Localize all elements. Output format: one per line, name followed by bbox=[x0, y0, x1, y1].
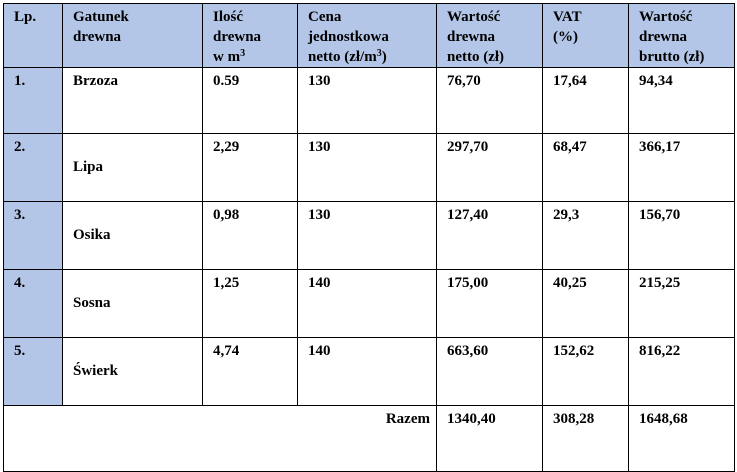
cell-netto: 175,00 bbox=[436, 269, 543, 338]
cell-brutto: 94,34 bbox=[628, 67, 735, 134]
cell-ilosc: 0.59 bbox=[202, 67, 298, 134]
total-row: Razem 1340,40 308,28 1648,68 bbox=[3, 405, 735, 472]
cell-vat: 40,25 bbox=[542, 269, 629, 338]
cell-vat: 29,3 bbox=[542, 201, 629, 270]
table-row: 4. Sosna 1,25 140 175,00 40,25 215,25 bbox=[3, 269, 735, 338]
table-row: 1. Brzoza 0.59 130 76,70 17,64 94,34 bbox=[3, 67, 735, 134]
total-netto: 1340,40 bbox=[436, 405, 543, 472]
header-vat: VAT (%) bbox=[542, 3, 629, 68]
total-vat: 308,28 bbox=[542, 405, 629, 472]
cell-ilosc: 0,98 bbox=[202, 201, 298, 270]
cell-gatunek: Brzoza bbox=[62, 67, 203, 134]
header-ilosc: Ilość drewna w m3 bbox=[202, 3, 298, 68]
wood-value-table: Lp. Gatunek drewna Ilość drewna w m3 Cena je… bbox=[3, 3, 735, 472]
cell-netto: 76,70 bbox=[436, 67, 543, 134]
cell-cena: 130 bbox=[297, 67, 437, 134]
cell-vat: 68,47 bbox=[542, 133, 629, 202]
cell-lp: 2. bbox=[3, 133, 63, 202]
cell-netto: 297,70 bbox=[436, 133, 543, 202]
cell-lp: 5. bbox=[3, 337, 63, 406]
cell-netto: 127,40 bbox=[436, 201, 543, 270]
cell-ilosc: 2,29 bbox=[202, 133, 298, 202]
table-row: 2. Lipa 2,29 130 297,70 68,47 366,17 bbox=[3, 133, 735, 202]
cell-brutto: 215,25 bbox=[628, 269, 735, 338]
cell-cena: 130 bbox=[297, 201, 437, 270]
cell-vat: 17,64 bbox=[542, 67, 629, 134]
header-brutto: Wartość drewna brutto (zł) bbox=[628, 3, 735, 68]
cell-vat: 152,62 bbox=[542, 337, 629, 406]
cell-brutto: 366,17 bbox=[628, 133, 735, 202]
cell-gatunek: Sosna bbox=[62, 269, 203, 338]
table-row: 5. Świerk 4,74 140 663,60 152,62 816,22 bbox=[3, 337, 735, 406]
cell-lp: 1. bbox=[3, 67, 63, 134]
cell-brutto: 156,70 bbox=[628, 201, 735, 270]
header-row: Lp. Gatunek drewna Ilość drewna w m3 Cena je… bbox=[3, 3, 735, 68]
cell-ilosc: 4,74 bbox=[202, 337, 298, 406]
cell-brutto: 816,22 bbox=[628, 337, 735, 406]
cell-cena: 140 bbox=[297, 337, 437, 406]
cell-lp: 3. bbox=[3, 201, 63, 270]
total-brutto: 1648,68 bbox=[628, 405, 735, 472]
header-cena: Cena jednostkowa netto (zł/m3) bbox=[297, 3, 437, 68]
cell-gatunek: Osika bbox=[62, 201, 203, 270]
cell-ilosc: 1,25 bbox=[202, 269, 298, 338]
cell-cena: 130 bbox=[297, 133, 437, 202]
cell-lp: 4. bbox=[3, 269, 63, 338]
cell-gatunek: Świerk bbox=[62, 337, 203, 406]
cell-gatunek: Lipa bbox=[62, 133, 203, 202]
cell-cena: 140 bbox=[297, 269, 437, 338]
header-gatunek: Gatunek drewna bbox=[62, 3, 203, 68]
header-lp: Lp. bbox=[3, 3, 63, 68]
cell-netto: 663,60 bbox=[436, 337, 543, 406]
table-row: 3. Osika 0,98 130 127,40 29,3 156,70 bbox=[3, 201, 735, 270]
total-label: Razem bbox=[3, 405, 437, 472]
header-netto: Wartość drewna netto (zł) bbox=[436, 3, 543, 68]
